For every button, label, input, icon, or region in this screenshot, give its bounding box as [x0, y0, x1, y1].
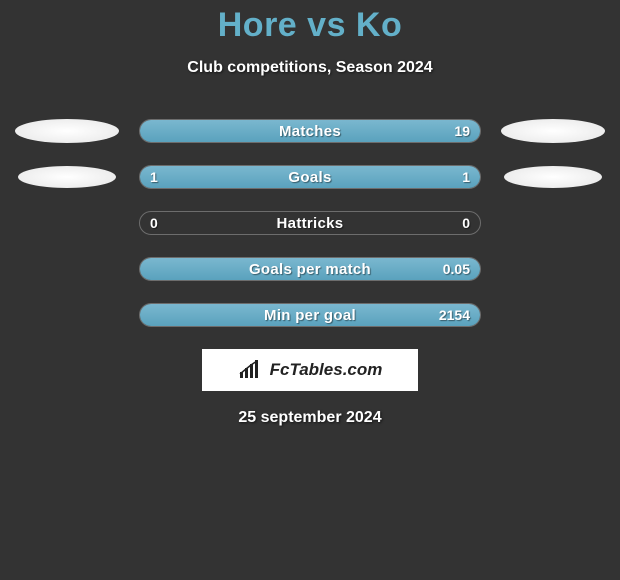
stat-bar-fill-right	[140, 304, 480, 326]
stat-bar: Hattricks0 0	[139, 211, 481, 235]
ellipse-slot-right	[493, 119, 613, 143]
logo-text: FcTables.com	[270, 360, 383, 380]
logo-bars-icon	[238, 360, 264, 380]
stat-row: Matches19	[0, 119, 620, 143]
subtitle: Club competitions, Season 2024	[0, 59, 620, 77]
stat-bar-fill-right	[310, 166, 480, 188]
logo-box: FcTables.com	[202, 349, 418, 391]
ellipse-slot-left	[7, 119, 127, 143]
player-ellipse-right	[504, 166, 602, 188]
stat-value-left: 0	[150, 212, 158, 234]
stat-bar: Goals11	[139, 165, 481, 189]
comparison-card: Hore vs Ko Club competitions, Season 202…	[0, 0, 620, 580]
stat-value-right: 0	[462, 212, 470, 234]
stat-bar: Min per goal2154	[139, 303, 481, 327]
ellipse-slot-left	[7, 166, 127, 188]
stat-label: Hattricks	[140, 212, 480, 234]
stat-bar-fill-left	[140, 166, 310, 188]
player-ellipse-left	[15, 119, 119, 143]
page-title: Hore vs Ko	[0, 0, 620, 45]
stat-bar-fill-right	[140, 258, 480, 280]
date-text: 25 september 2024	[0, 409, 620, 427]
player-ellipse-right	[501, 119, 605, 143]
stat-rows: Matches19 Goals11 Hattricks0 0 Goals per mat…	[0, 119, 620, 327]
stat-row: Hattricks0 0	[0, 211, 620, 235]
stat-row: Goals per match0.05	[0, 257, 620, 281]
stat-row: Goals11	[0, 165, 620, 189]
stat-row: Min per goal2154	[0, 303, 620, 327]
player-ellipse-left	[18, 166, 116, 188]
stat-bar: Goals per match0.05	[139, 257, 481, 281]
ellipse-slot-right	[493, 166, 613, 188]
logo: FcTables.com	[238, 360, 383, 380]
stat-bar-fill-right	[140, 120, 480, 142]
stat-bar: Matches19	[139, 119, 481, 143]
